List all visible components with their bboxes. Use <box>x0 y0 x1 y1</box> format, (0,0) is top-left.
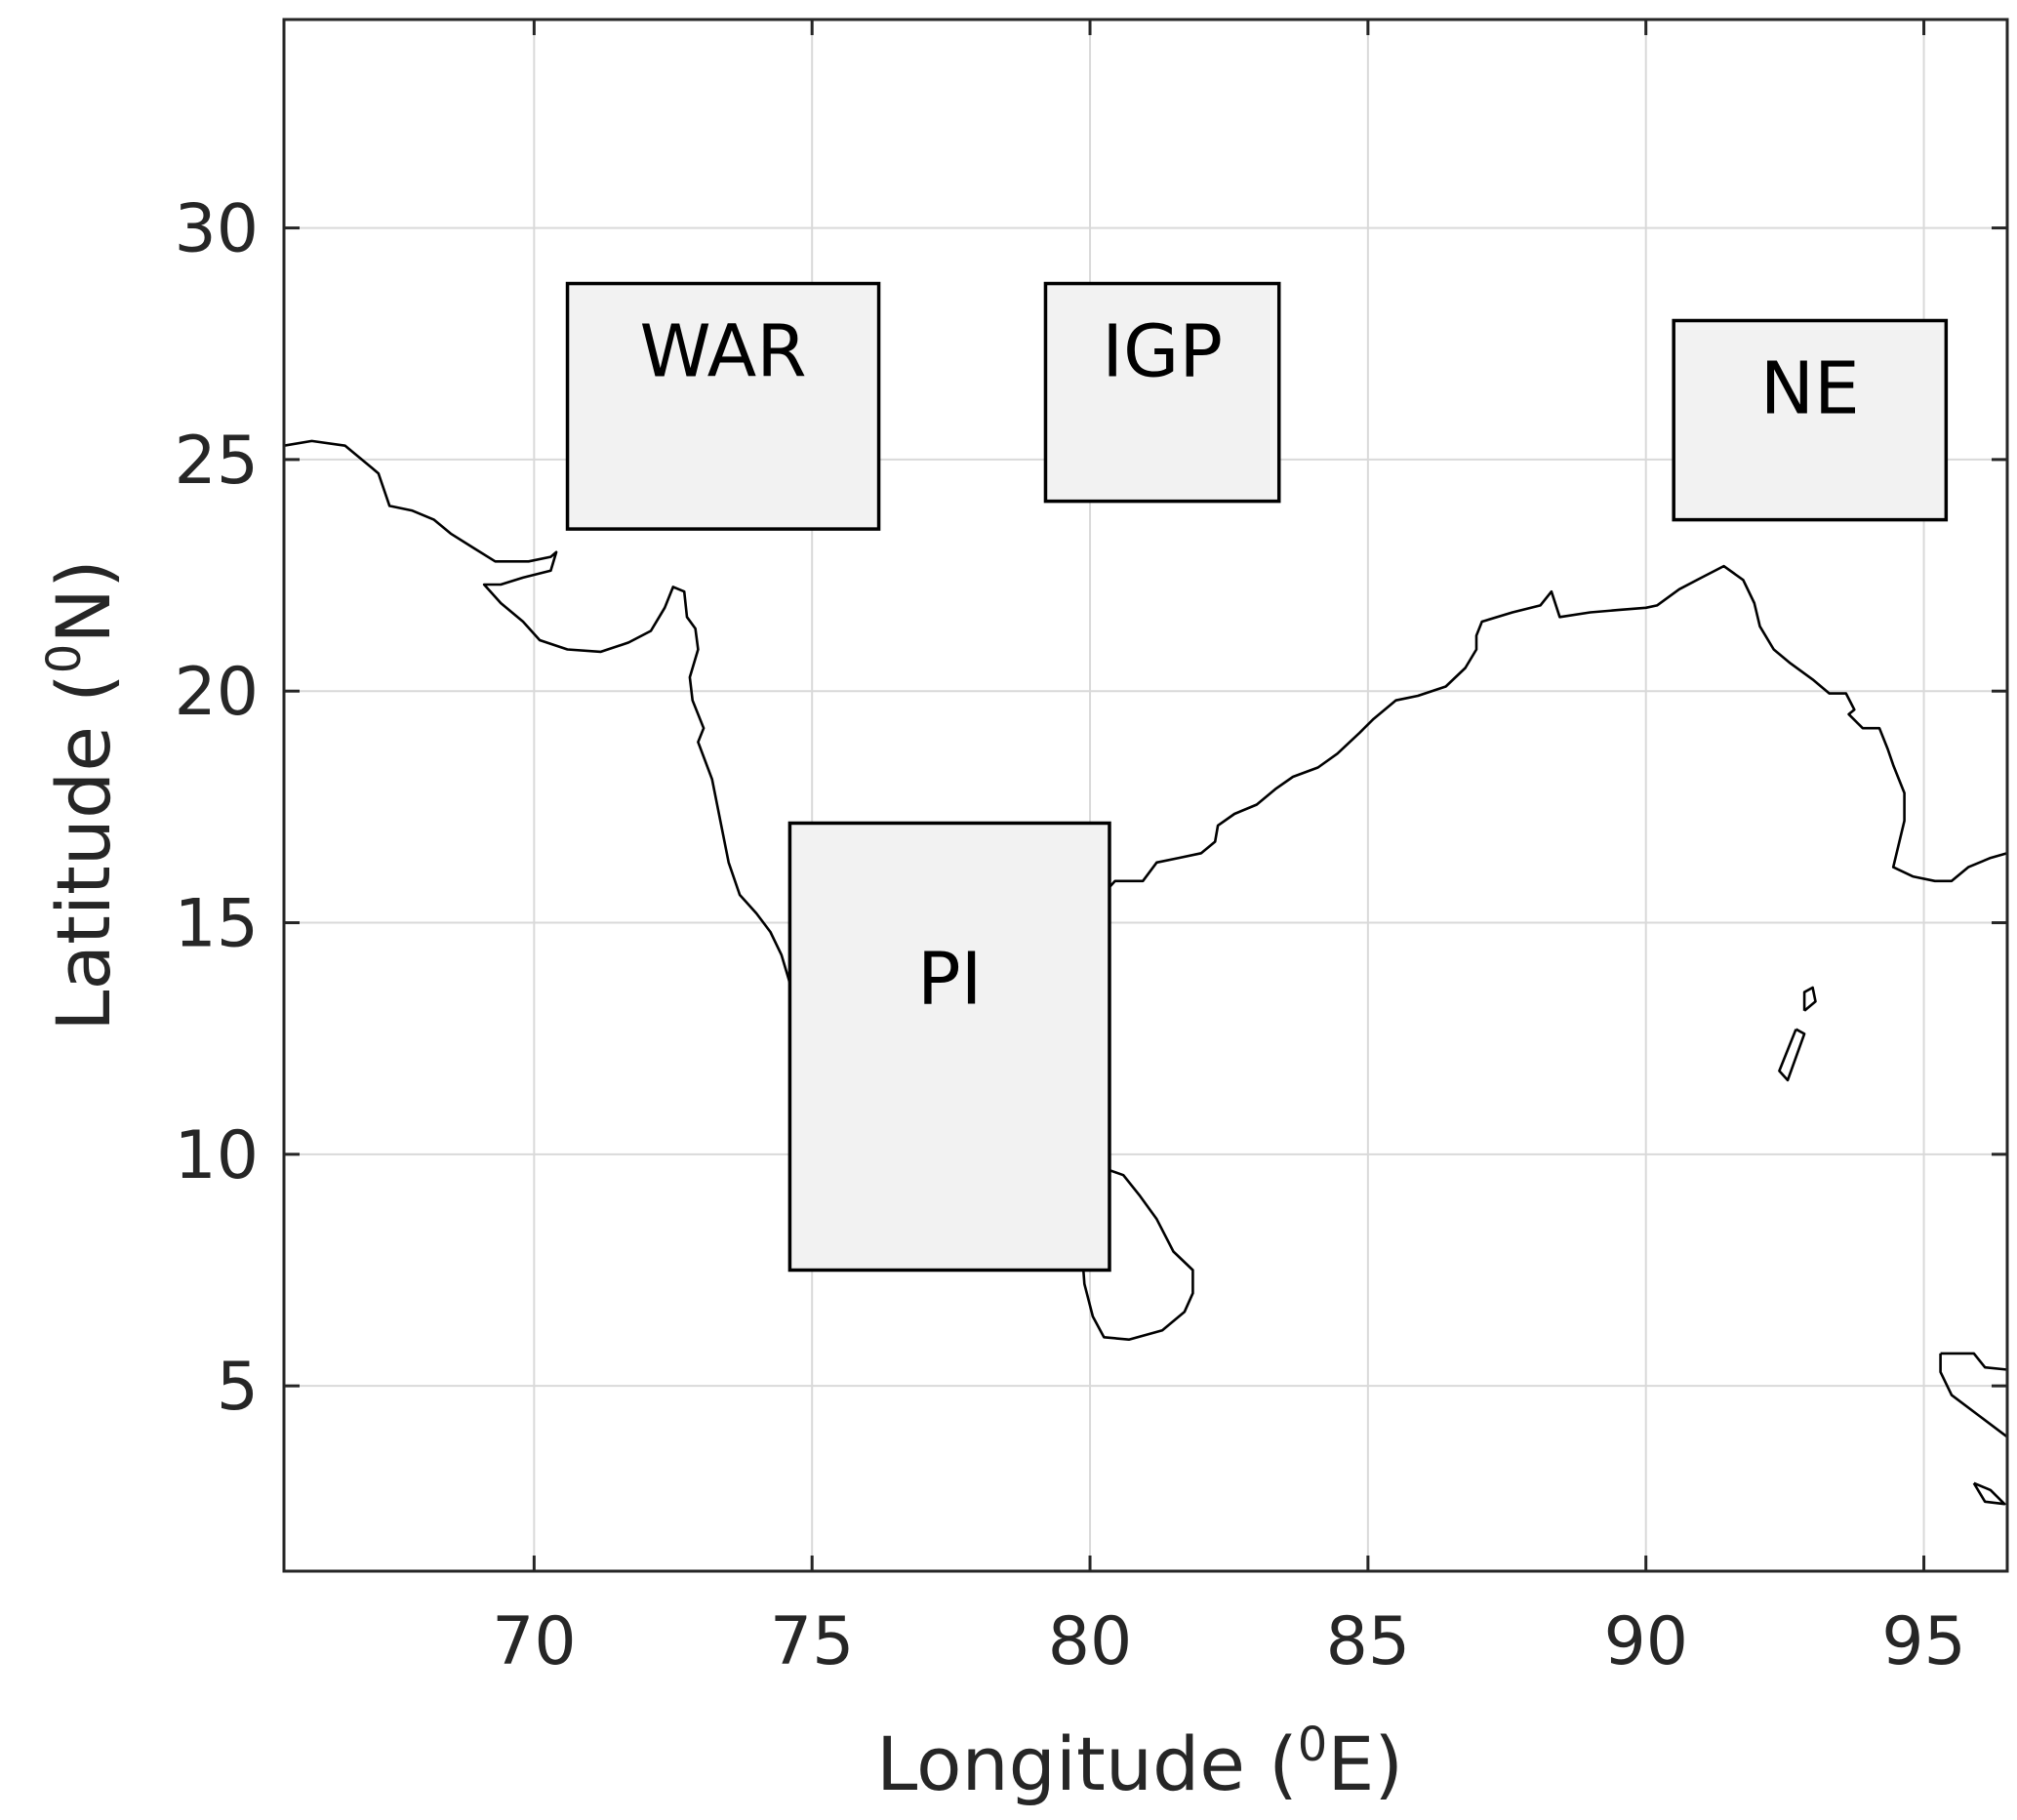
region-label-war: WAR <box>639 310 806 394</box>
region-box-pi <box>787 821 1111 1273</box>
x-tick-label: 80 <box>1048 1603 1133 1680</box>
x-tick-label: 85 <box>1326 1603 1411 1680</box>
region-label-igp: IGP <box>1102 310 1223 394</box>
region-ne: NE <box>1672 318 1949 522</box>
x-tick-label: 90 <box>1603 1603 1688 1680</box>
x-tick-label: 95 <box>1881 1603 1966 1680</box>
region-label-ne: NE <box>1760 347 1860 431</box>
region-pi: PI <box>787 821 1111 1273</box>
y-tick-label: 30 <box>174 191 259 268</box>
axes-frame <box>282 18 2009 1573</box>
y-tick-label: 15 <box>174 886 259 963</box>
y-tick-labels: 5 10 15 20 25 30 <box>174 191 259 1427</box>
region-igp: IGP <box>1043 281 1281 504</box>
coastline-simeulue <box>1972 1481 2006 1506</box>
y-tick-label: 25 <box>174 423 259 500</box>
region-label-pi: PI <box>917 937 982 1021</box>
y-axis-title: Latitude (0N) <box>37 559 127 1031</box>
x-axis-title: Longitude (0E) <box>876 1718 1403 1807</box>
plot-area: WAR IGP NE PI <box>282 18 2009 1573</box>
tick-marks <box>284 20 2007 1571</box>
coastline-andaman-middle <box>1778 1028 1806 1082</box>
y-tick-label: 20 <box>174 654 259 731</box>
x-tick-label: 70 <box>492 1603 577 1680</box>
region-box-igp <box>1043 281 1281 504</box>
x-tick-label: 75 <box>770 1603 855 1680</box>
region-box-war <box>565 281 881 531</box>
x-tick-labels: 70 75 80 85 90 95 <box>492 1603 1966 1680</box>
region-war: WAR <box>565 281 881 531</box>
y-tick-label: 10 <box>174 1117 259 1194</box>
axes-background <box>284 20 2007 1571</box>
coastline-andaman-north <box>1802 986 1817 1012</box>
region-boxes: WAR IGP NE PI <box>565 281 1949 1273</box>
y-tick-label: 5 <box>217 1349 259 1426</box>
region-box-ne <box>1672 318 1949 522</box>
